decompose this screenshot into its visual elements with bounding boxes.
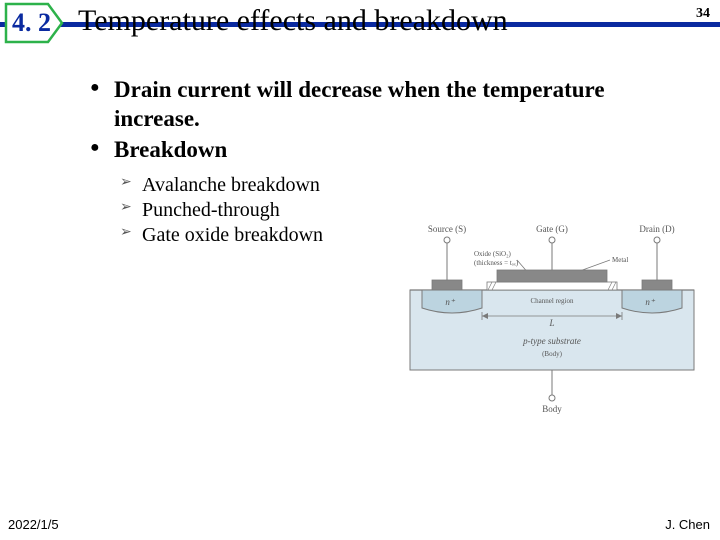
bullet-list: Drain current will decrease when the tem…: [90, 76, 690, 164]
diagram-nplus-left: n⁺: [445, 297, 456, 307]
sub-bullet-item: Punched-through: [120, 199, 690, 222]
section-badge: 4. 2: [4, 2, 64, 44]
page-number: 34: [696, 6, 710, 22]
diagram-metal-label: Metal: [612, 256, 628, 264]
diagram-oxide-label: Oxide (SiO₂): [474, 250, 512, 258]
diagram-thickness-label: (thickness = tₒₓ): [474, 259, 519, 267]
mosfet-diagram: Source (S) Gate (G) Drain (D) Oxide (SiO…: [402, 220, 702, 425]
slide-header: 4. 2 Temperature effects and breakdown 3…: [0, 0, 720, 48]
bullet-item: Breakdown: [90, 136, 690, 165]
diagram-nplus-right: n⁺: [645, 297, 656, 307]
diagram-channel-label: Channel region: [531, 297, 574, 305]
footer-date: 2022/1/5: [8, 517, 59, 532]
bullet-item: Drain current will decrease when the tem…: [90, 76, 690, 134]
diagram-drain-label: Drain (D): [639, 224, 674, 234]
diagram-body-paren: (Body): [542, 350, 563, 358]
diagram-body-label: Body: [542, 404, 562, 414]
footer-author: J. Chen: [665, 517, 710, 532]
diagram-length-label: L: [548, 318, 554, 328]
slide-content: Drain current will decrease when the tem…: [0, 48, 720, 247]
diagram-substrate-label: p-type substrate: [522, 336, 581, 346]
diagram-source-label: Source (S): [428, 224, 466, 234]
sub-bullet-item: Avalanche breakdown: [120, 174, 690, 197]
slide-title: Temperature effects and breakdown: [78, 4, 508, 38]
diagram-gate-label: Gate (G): [536, 224, 568, 234]
section-number: 4. 2: [12, 8, 51, 38]
